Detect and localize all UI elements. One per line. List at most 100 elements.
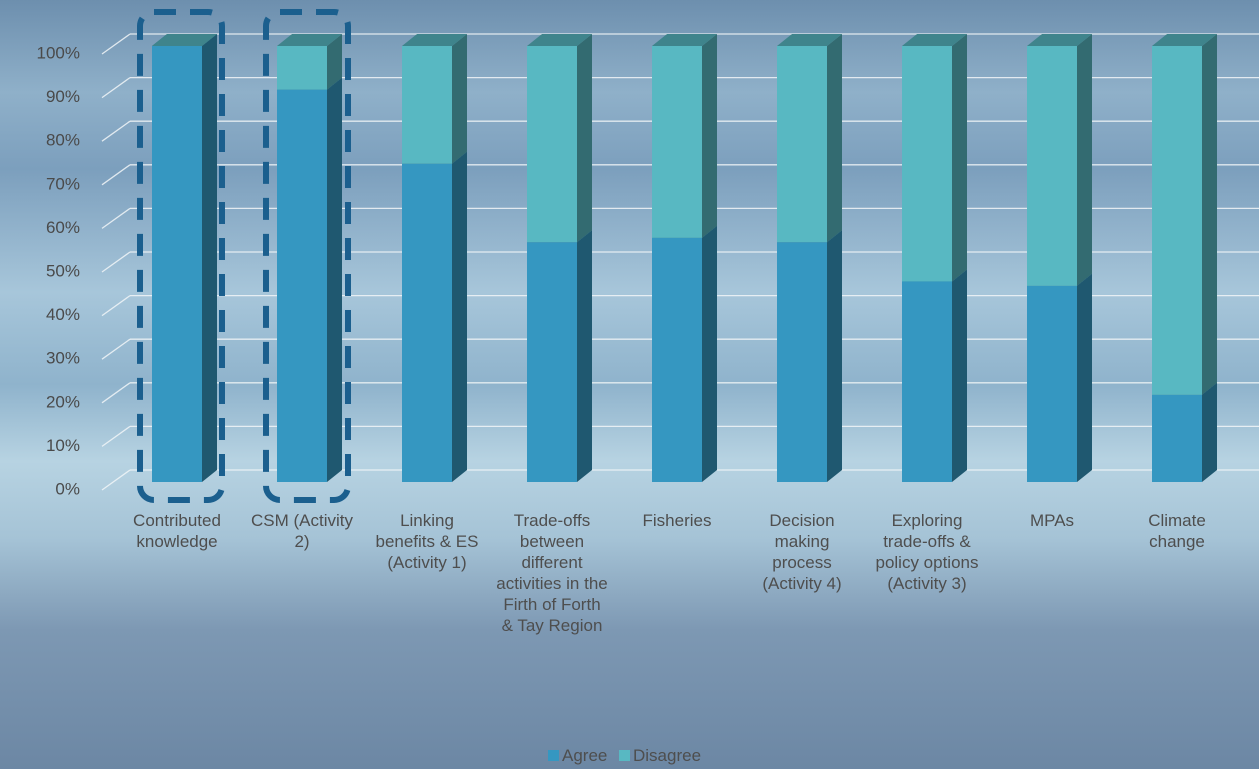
x-tick-label: Climate change <box>1148 511 1206 551</box>
bar-side <box>1077 34 1092 286</box>
bar-front <box>277 89 327 482</box>
bar-front <box>902 46 952 282</box>
bar-segment <box>527 230 592 482</box>
bar-side <box>702 34 717 238</box>
x-tick-label: Exploring trade-offs & policy options (A… <box>875 511 979 593</box>
x-tick-label: MPAs <box>1029 511 1075 530</box>
bar-side <box>827 230 842 482</box>
bar-side <box>327 34 342 90</box>
bar-side <box>327 77 342 482</box>
bar-side <box>577 34 592 243</box>
bar-segment <box>152 34 217 482</box>
y-tick-label: 0% <box>55 479 80 498</box>
bar-top <box>777 34 842 46</box>
y-tick-label: 10% <box>46 436 80 455</box>
bar-segment <box>652 225 717 482</box>
bar-front <box>1152 394 1202 482</box>
bar-front <box>527 242 577 482</box>
y-tick-label: 20% <box>46 392 80 411</box>
bar-side <box>952 34 967 282</box>
bar-segment <box>1027 273 1092 482</box>
grid-line-side <box>101 33 131 55</box>
bar-front <box>277 46 327 90</box>
bar-side <box>577 230 592 482</box>
bar-top <box>402 34 467 46</box>
bar-top <box>277 34 342 46</box>
y-tick-label: 30% <box>46 349 80 368</box>
bar-front <box>1152 46 1202 395</box>
x-tick-label: CSM (Activity 2) <box>251 511 353 551</box>
bar-segment <box>652 34 717 238</box>
bar-segment <box>777 34 842 243</box>
bar-front <box>152 46 202 482</box>
bar-top <box>1027 34 1092 46</box>
bar-front <box>402 46 452 164</box>
bar-side <box>1202 34 1217 395</box>
highlight-box <box>137 9 225 503</box>
x-tick-label: Trade-offs between different activities … <box>496 511 608 635</box>
legend-label: Agree <box>562 746 608 765</box>
x-tick-label: Fisheries <box>642 511 712 530</box>
grid-line-side <box>101 120 131 142</box>
bar-front <box>527 46 577 243</box>
bar-segment <box>777 230 842 482</box>
x-tick-label: Linking benefits & ES (Activity 1) <box>375 511 479 572</box>
bar-segment <box>402 151 467 482</box>
grid-line-side <box>101 425 131 447</box>
legend-swatch <box>619 750 630 761</box>
bar-front <box>652 46 702 238</box>
legend-label: Disagree <box>633 746 702 765</box>
bar-segment <box>527 34 592 243</box>
bar-side <box>1077 273 1092 482</box>
grid-line-side <box>101 338 131 360</box>
bar-front <box>902 281 952 482</box>
bar-front <box>1027 46 1077 286</box>
bar-segment <box>277 77 342 482</box>
y-tick-label: 90% <box>46 87 80 106</box>
grid-line-side <box>101 382 131 404</box>
bar-front <box>652 237 702 482</box>
grid-line-side <box>101 469 131 491</box>
bar-segment <box>1152 382 1217 482</box>
bar-segment <box>902 34 967 282</box>
bar-side <box>452 34 467 164</box>
bar-front <box>777 46 827 243</box>
bar-side <box>1202 382 1217 482</box>
bar-side <box>202 34 217 482</box>
bar-side <box>952 269 967 482</box>
bar-segment <box>152 34 217 46</box>
x-tick-label: Decision making process (Activity 4) <box>762 511 842 593</box>
bars <box>152 34 1217 482</box>
y-tick-label: 60% <box>46 218 80 237</box>
y-tick-label: 40% <box>46 305 80 324</box>
x-tick-label: Contributed knowledge <box>133 511 221 551</box>
grid-line-side <box>101 295 131 317</box>
grid-line-side <box>101 207 131 229</box>
highlight-box <box>263 9 351 503</box>
grid-line-side <box>101 164 131 186</box>
bar-top <box>527 34 592 46</box>
bar-segment <box>277 34 342 90</box>
bar-front <box>1027 285 1077 482</box>
bar-side <box>452 151 467 482</box>
grid-line-side <box>101 251 131 273</box>
bar-segment <box>902 269 967 482</box>
legend-swatch <box>548 750 559 761</box>
bar-side <box>827 34 842 243</box>
bar-top <box>1152 34 1217 46</box>
bar-front <box>402 163 452 482</box>
bar-top <box>902 34 967 46</box>
y-tick-label: 70% <box>46 174 80 193</box>
bar-segment <box>1027 34 1092 286</box>
bar-side <box>702 225 717 482</box>
y-tick-label: 100% <box>37 43 80 62</box>
bar-top <box>652 34 717 46</box>
y-tick-label: 80% <box>46 131 80 150</box>
bar-segment <box>1152 34 1217 395</box>
y-tick-label: 50% <box>46 261 80 280</box>
bar-top <box>152 34 217 46</box>
bar-front <box>777 242 827 482</box>
grid-line-side <box>101 77 131 99</box>
